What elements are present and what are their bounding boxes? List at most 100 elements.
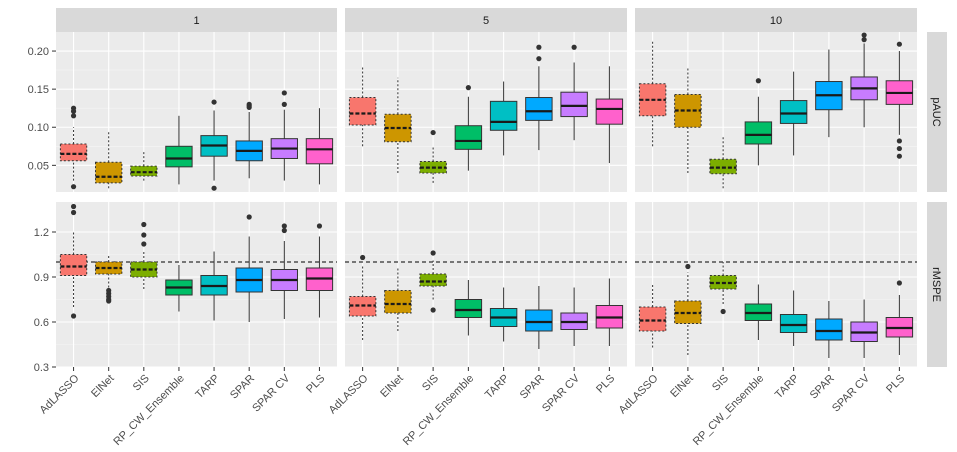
facet-strip-column	[345, 8, 627, 32]
facet-panel	[345, 202, 627, 368]
boxplot-tarp	[779, 71, 808, 156]
box-iqr	[384, 290, 412, 314]
outlier-point	[861, 37, 867, 43]
boxplot-adlasso	[348, 254, 377, 340]
boxplot-tarp	[200, 99, 228, 191]
boxplot-tarp	[779, 290, 808, 346]
box-iqr	[165, 145, 193, 168]
boxplot-spar	[815, 49, 843, 138]
facet-label-row: rMSPE	[930, 267, 942, 302]
outlier-point	[896, 138, 902, 144]
outlier-point	[316, 223, 323, 229]
boxplot-spar	[235, 101, 263, 179]
facet-panel	[635, 32, 917, 192]
y-tick-label: 0.05	[28, 160, 49, 172]
boxplot-elnet	[95, 254, 123, 304]
box-iqr	[419, 273, 447, 287]
panels-layer: 1 5 10 pAUC rMSPE 0.05 0.10 0.15 0.20 0.3 0.6 0.9 1.…	[28, 8, 947, 448]
boxplot-elnet	[674, 67, 702, 173]
box-iqr	[454, 299, 483, 318]
outlier-point	[360, 254, 366, 261]
outlier-point	[861, 32, 867, 38]
outlier-point	[720, 308, 726, 315]
boxplot-sis	[709, 262, 737, 315]
box-iqr	[454, 125, 483, 150]
outlier-point	[281, 90, 287, 96]
panel-background	[345, 202, 627, 367]
facet-strip-row	[927, 202, 947, 367]
box-iqr	[595, 98, 624, 125]
box-iqr	[525, 309, 553, 332]
outlier-point	[106, 298, 112, 304]
boxplot-elnet	[384, 266, 412, 331]
outlier-point	[70, 108, 77, 114]
facet-label-row: pAUC	[930, 97, 942, 126]
boxplot-pls	[595, 66, 624, 164]
outlier-point	[685, 263, 691, 270]
boxplot-rp-cw-ensemble	[454, 280, 483, 336]
boxplot-spar	[815, 301, 843, 358]
boxplot-spar	[235, 214, 263, 322]
boxplot-pls	[305, 108, 334, 185]
box-iqr	[59, 143, 88, 162]
boxplot-elnet	[384, 77, 412, 173]
facet-label-column: 10	[770, 15, 782, 27]
y-tick-label: 0.3	[34, 362, 49, 374]
outlier-point	[70, 113, 77, 119]
y-tick-label: 0.9	[34, 272, 49, 284]
outlier-point	[536, 56, 542, 62]
outlier-point	[246, 104, 252, 111]
y-tick-label: 1.2	[34, 227, 49, 239]
boxplot-spar	[525, 286, 553, 349]
boxplot-spar	[525, 44, 553, 151]
box-iqr	[815, 318, 843, 341]
y-tick-label: 0.15	[28, 84, 49, 96]
box-iqr	[59, 254, 88, 276]
boxplot-tarp	[200, 251, 228, 321]
outlier-point	[141, 232, 147, 238]
boxplot-spar-cv	[560, 287, 588, 346]
box-iqr	[348, 97, 377, 126]
facet-label-column: 1	[193, 15, 199, 27]
outlier-point	[70, 203, 77, 210]
outlier-point	[70, 184, 77, 190]
box-iqr	[489, 100, 518, 131]
boxplot-tarp	[489, 287, 518, 342]
boxplot-pls	[305, 223, 334, 318]
boxplot-tarp	[489, 81, 518, 156]
box-iqr	[638, 306, 667, 332]
facet-label-column: 5	[483, 15, 489, 27]
facet-strip-column	[56, 8, 337, 32]
outlier-point	[755, 78, 761, 84]
outlier-point	[141, 221, 147, 228]
boxplot-rp-cw-ensemble	[454, 85, 483, 171]
outlier-point	[536, 44, 542, 50]
boxplot-spar-cv	[270, 223, 298, 319]
outlier-point	[211, 185, 217, 191]
outlier-point	[211, 99, 217, 105]
box-iqr	[560, 91, 588, 118]
outlier-point	[896, 145, 902, 152]
boxplot-sis	[130, 221, 158, 289]
y-tick-label: 0.10	[28, 122, 49, 134]
box-iqr	[130, 165, 158, 177]
outlier-point	[430, 129, 436, 136]
boxplot-adlasso	[59, 203, 88, 319]
boxplot-spar-cv	[270, 90, 298, 181]
boxplot-rp-cw-ensemble	[744, 78, 773, 166]
boxplot-rp-cw-ensemble	[165, 115, 193, 185]
panel-background	[635, 202, 917, 367]
outlier-point	[896, 153, 902, 159]
boxplot-elnet	[674, 263, 702, 355]
facet-panel	[56, 32, 337, 192]
outlier-point	[430, 307, 436, 313]
boxplot-sis	[419, 250, 447, 313]
outlier-point	[281, 223, 287, 229]
boxplot-spar-cv	[850, 299, 878, 358]
box-iqr	[779, 100, 808, 124]
outlier-point	[70, 313, 77, 319]
box-iqr	[525, 97, 553, 121]
box-iqr	[305, 138, 334, 165]
boxplot-pls	[885, 41, 914, 159]
